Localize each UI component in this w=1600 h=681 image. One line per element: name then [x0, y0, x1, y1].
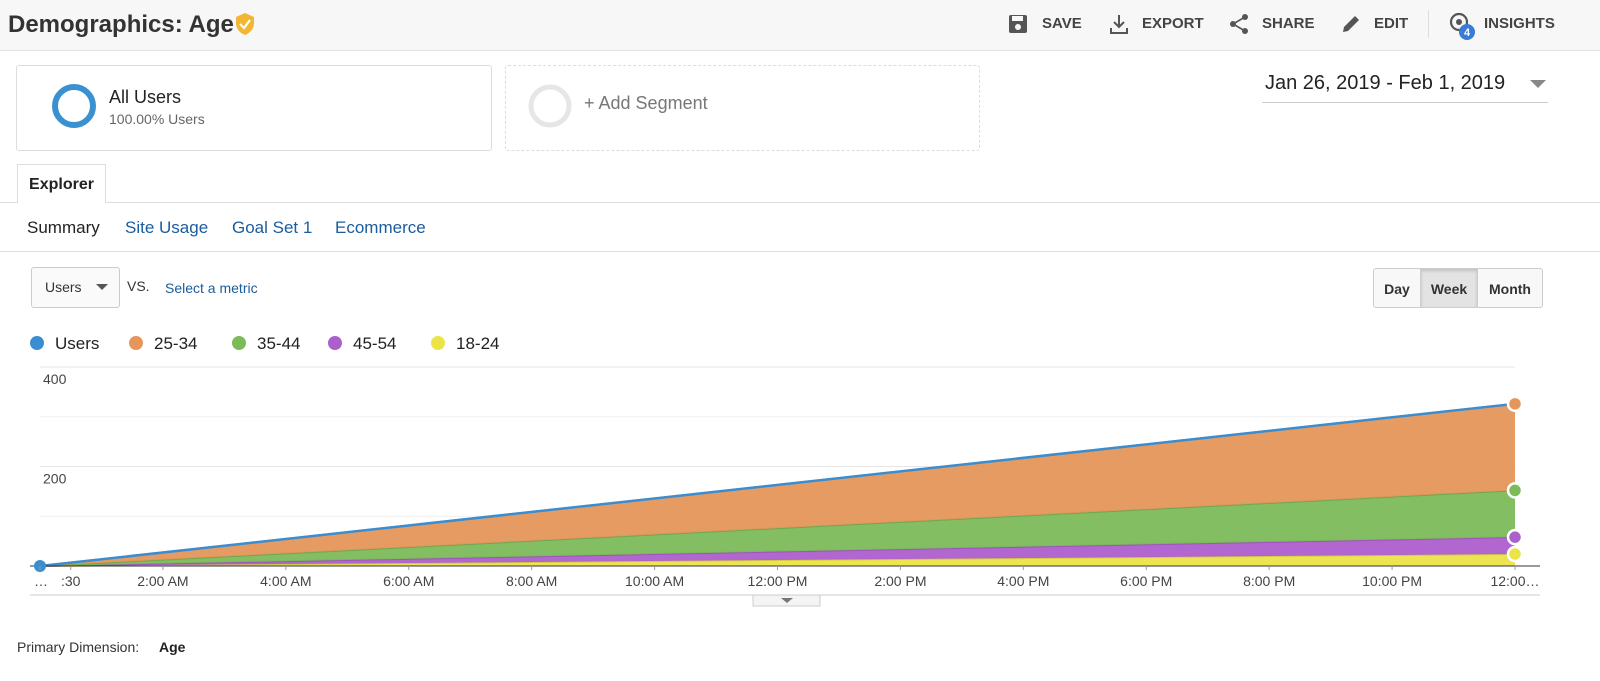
granularity-button[interactable]: Day	[1373, 268, 1421, 308]
tab-border	[0, 202, 1600, 203]
x-tick-label: 4:00 AM	[260, 573, 311, 589]
x-tick-label: 2:00 PM	[874, 573, 926, 589]
add-segment-donut	[528, 84, 572, 128]
segment-detail: 100.00% Users	[109, 111, 205, 127]
segment-card[interactable]	[16, 65, 492, 151]
subtab-border	[0, 251, 1600, 252]
end-marker	[1506, 528, 1524, 546]
primary-dimension-label: Primary Dimension:	[17, 639, 140, 655]
x-tick-label: 6:00 PM	[1120, 573, 1172, 589]
edit-button[interactable]: EDIT	[1374, 15, 1409, 32]
vs-label: VS.	[127, 278, 150, 294]
legend-label: 35-44	[257, 334, 300, 353]
save-icon[interactable]	[1007, 13, 1029, 35]
subtab[interactable]: Site Usage	[125, 218, 209, 237]
x-tick-label: 12:00…	[1490, 573, 1539, 589]
metric-selected[interactable]: Users	[45, 279, 82, 295]
verified-icon	[236, 13, 254, 35]
legend-swatch	[129, 336, 143, 350]
add-segment-card[interactable]	[505, 65, 980, 151]
metric-dropdown[interactable]	[96, 284, 108, 292]
collapse-arrow	[781, 598, 793, 603]
date-dropdown[interactable]	[1528, 78, 1548, 90]
end-marker	[1506, 395, 1524, 413]
save-button[interactable]: SAVE	[1042, 15, 1082, 32]
x-tick-label: 8:00 PM	[1243, 573, 1295, 589]
area-edge	[39, 553, 1516, 567]
legend-label: 45-54	[353, 334, 396, 353]
metric-selector[interactable]	[31, 267, 120, 308]
subtab[interactable]: Goal Set 1	[232, 218, 313, 237]
x-tick-label: :30	[61, 573, 81, 589]
legend-swatch	[431, 336, 445, 350]
insights-badge: 4	[1464, 27, 1471, 39]
export-icon[interactable]	[1108, 13, 1130, 35]
header	[0, 0, 1600, 51]
primary-dimension-value[interactable]: Age	[159, 639, 186, 655]
granularity-button[interactable]: Week	[1420, 268, 1478, 308]
granularity-button[interactable]: Month	[1477, 268, 1543, 308]
end-marker	[1506, 482, 1524, 499]
legend-label: 18-24	[456, 334, 499, 353]
share-icon[interactable]	[1228, 13, 1250, 35]
legend-swatch	[328, 336, 342, 350]
share-button[interactable]: SHARE	[1262, 15, 1315, 32]
insights-icon[interactable]: 4	[1447, 10, 1479, 42]
legend-swatch	[232, 336, 246, 350]
x-tick-label: 8:00 AM	[506, 573, 557, 589]
x-tick-label: 10:00 PM	[1362, 573, 1422, 589]
segment-name: All Users	[109, 87, 182, 107]
legend-label: 25-34	[154, 334, 197, 353]
y-tick-label: 400	[43, 371, 67, 387]
subtab[interactable]: Summary	[27, 218, 100, 237]
x-tick-label: 10:00 AM	[625, 573, 684, 589]
explorer-tab[interactable]: Explorer	[17, 164, 106, 203]
date-underline	[1262, 102, 1548, 103]
insights-button[interactable]: INSIGHTS	[1484, 15, 1555, 32]
export-button[interactable]: EXPORT	[1142, 15, 1204, 32]
line	[39, 402, 1516, 568]
edit-icon[interactable]	[1340, 13, 1362, 35]
select-metric[interactable]: Select a metric	[165, 280, 258, 296]
x-tick-label: 6:00 AM	[383, 573, 434, 589]
subtab[interactable]: Ecommerce	[335, 218, 426, 237]
add-segment[interactable]: + Add Segment	[584, 93, 708, 113]
x-tick-label: 4:00 PM	[997, 573, 1049, 589]
x-tick-label: 2:00 AM	[137, 573, 188, 589]
date-range[interactable]: Jan 26, 2019 - Feb 1, 2019	[1265, 72, 1506, 94]
x-tick-label: …	[34, 573, 48, 589]
y-tick-label: 200	[43, 471, 67, 487]
x-tick-label: 12:00 PM	[748, 573, 808, 589]
end-marker	[1506, 545, 1524, 563]
page-title: Demographics: Age	[8, 11, 234, 38]
legend-swatch	[30, 336, 44, 350]
segment-donut	[52, 84, 96, 128]
chart: Users 25-34 35-44 45-54 18-24 200 400 … :30 2:00 …	[30, 334, 1540, 607]
legend-label: Users	[55, 334, 99, 353]
divider	[1428, 10, 1429, 38]
